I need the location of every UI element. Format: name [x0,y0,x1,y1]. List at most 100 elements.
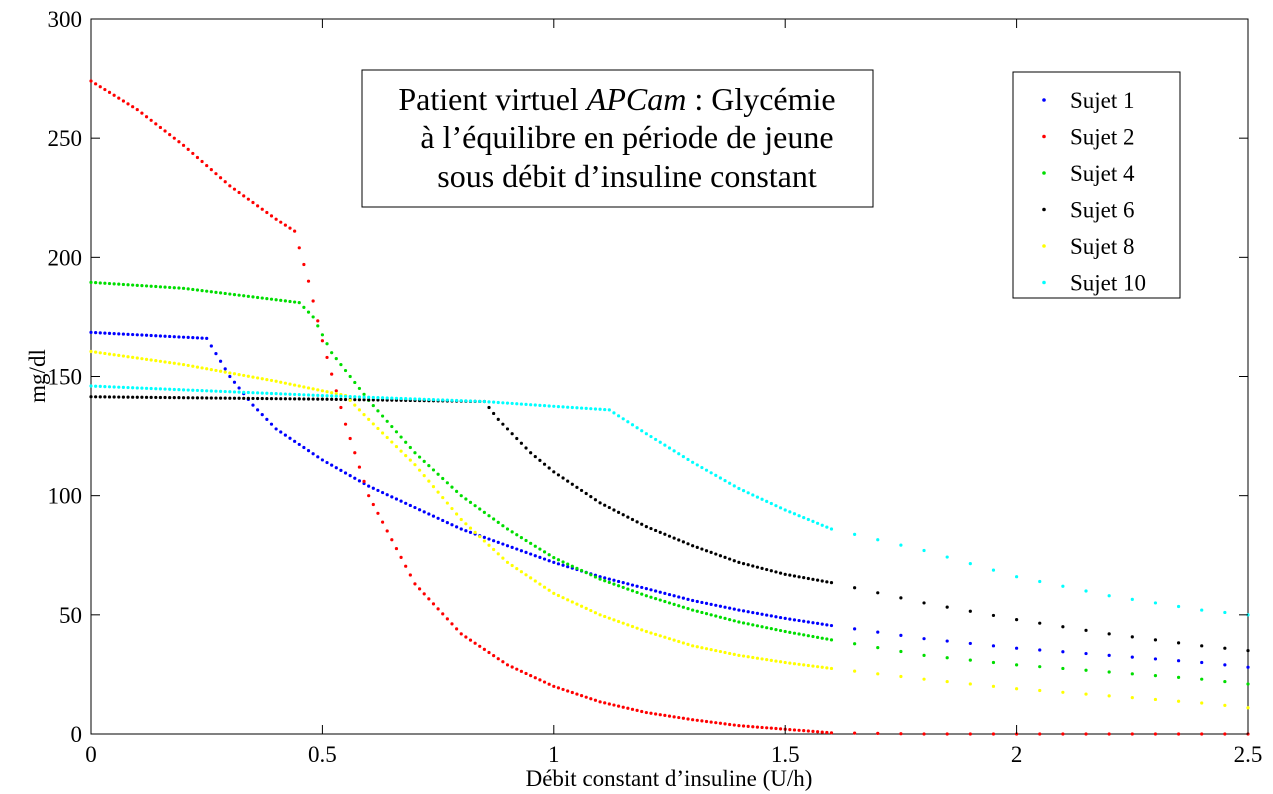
data-point [223,180,227,184]
data-point [626,706,630,710]
data-point [154,284,158,289]
data-point [380,490,385,495]
data-point [718,649,723,654]
data-point [899,732,903,736]
data-point [1153,601,1158,605]
data-point [616,414,621,418]
data-point [209,367,213,372]
data-point [968,732,972,736]
data-point [450,398,454,402]
data-point [542,557,547,561]
data-point [649,595,653,599]
data-point [371,502,375,507]
data-point [251,391,255,395]
data-point [552,684,556,688]
data-point [635,584,639,588]
data-point [450,506,454,511]
data-point [367,398,371,402]
data-point [524,573,528,577]
data-point [709,720,713,724]
data-point [616,704,621,708]
data-point [816,578,820,582]
data-point [547,553,551,557]
data-point [654,528,658,533]
data-point [353,395,357,399]
data-point [672,638,676,642]
data-point [519,549,524,553]
data-point [774,628,778,632]
data-point [968,658,972,662]
data-point [455,627,459,631]
data-point [112,395,116,399]
data-point [325,342,329,346]
data-point [334,466,338,470]
data-point [117,395,121,399]
data-point [445,617,449,621]
data-point [922,548,926,553]
data-point [677,595,681,599]
data-point [806,517,810,522]
data-point [339,394,343,398]
legend-marker [1042,134,1046,139]
series-sujet-2 [89,79,1250,736]
x-tick-label: 2.5 [1234,742,1263,767]
data-point [806,663,810,668]
data-point [232,187,237,191]
data-point [876,630,880,634]
series-sujet-6 [89,395,1250,653]
data-point [829,527,834,531]
data-point [279,397,283,401]
data-point [1015,618,1019,622]
data-point [223,389,227,394]
data-point [566,689,570,693]
data-point [575,602,579,606]
data-point [788,630,792,634]
data-point [445,398,449,402]
data-point [320,333,324,337]
data-point [663,599,667,604]
data-point [968,609,972,613]
data-point [737,620,741,624]
data-point [121,354,125,358]
data-point [899,633,903,637]
data-point [570,482,574,486]
data-point [362,479,366,483]
data-point [297,442,301,447]
data-point [556,558,561,562]
data-point [163,360,167,364]
data-point [413,463,417,467]
data-point [853,586,857,590]
data-point [316,397,320,401]
data-point [297,301,301,305]
data-point [1061,650,1065,654]
data-point [482,399,486,404]
data-point [218,359,223,363]
data-point [376,511,380,515]
data-point [149,333,153,338]
data-point [704,719,709,724]
data-point [519,536,524,540]
data-point [751,610,755,615]
data-point [589,608,593,613]
data-point [330,391,334,395]
data-point [751,564,755,568]
data-point [1153,638,1158,642]
data-point [732,607,736,611]
data-point [1246,665,1250,669]
data-point [626,420,630,424]
data-point [1176,699,1181,703]
data-point [135,107,139,112]
data-point [825,666,829,670]
data-point [450,622,454,626]
data-point [686,457,690,462]
data-point [334,392,338,396]
data-point [700,600,704,605]
data-point [154,334,158,338]
data-point [760,725,764,730]
data-point [681,540,685,544]
data-point [293,383,297,387]
data-point [279,220,283,224]
data-point [464,399,468,403]
data-point [945,679,949,684]
data-point [968,561,972,566]
